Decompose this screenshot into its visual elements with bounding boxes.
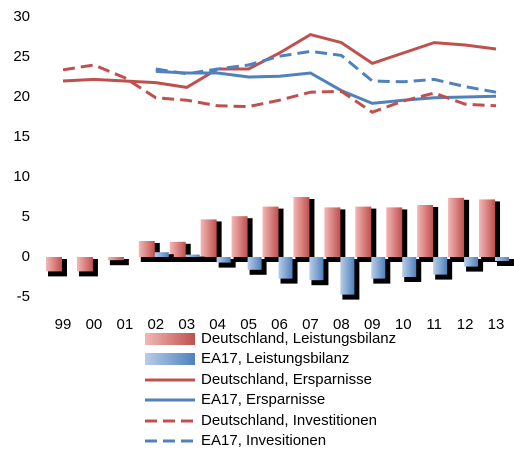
x-tick-label: 11: [426, 316, 442, 333]
bar-shadow: [109, 259, 129, 266]
legend-swatch: [145, 333, 195, 345]
bar: [247, 257, 262, 270]
bar: [46, 257, 62, 272]
bar: [216, 257, 231, 263]
x-tick-label: 09: [364, 316, 381, 333]
x-tick-label: 01: [117, 316, 134, 333]
y-tick-label: -5: [17, 288, 30, 305]
legend-label: EA17, Leistungsbilanz: [201, 350, 349, 367]
bar: [479, 199, 496, 257]
bar: [231, 216, 248, 257]
bar: [200, 219, 217, 257]
bar: [76, 257, 93, 272]
legend-label: Deutschland, Investitionen: [201, 412, 377, 429]
bar: [262, 206, 279, 257]
x-tick-label: 08: [333, 316, 350, 333]
legend-label: EA17, Invesitionen: [201, 432, 326, 449]
x-tick-label: 99: [55, 316, 72, 333]
bar: [154, 252, 169, 257]
x-tick-label: 13: [488, 316, 505, 333]
bar: [169, 241, 186, 257]
x-tick-label: 00: [86, 316, 103, 333]
y-tick-label: 20: [13, 88, 30, 105]
bar: [495, 257, 510, 261]
y-tick-label: 0: [22, 248, 30, 265]
line: [155, 49, 497, 94]
legend-label: Deutschland, Leistungsbilanz: [201, 330, 396, 347]
legend-label: EA17, Ersparnisse: [201, 391, 325, 408]
bar-shadow: [497, 259, 514, 266]
legend-label: Deutschland, Ersparnisse: [201, 371, 372, 388]
bar-shadow: [187, 256, 205, 262]
bar: [371, 257, 386, 279]
bar: [417, 205, 434, 257]
bar: [464, 257, 479, 267]
bar: [324, 207, 341, 257]
y-tick-label: 10: [13, 168, 30, 185]
x-tick-label: 02: [147, 316, 164, 333]
bar: [355, 206, 372, 257]
bar: [448, 197, 465, 257]
x-tick-label: 12: [457, 316, 474, 333]
bar: [293, 197, 310, 257]
bar: [386, 207, 403, 257]
x-tick-label: 04: [209, 316, 226, 333]
y-tick-label: 5: [22, 208, 30, 225]
x-tick-label: 10: [395, 316, 412, 333]
x-tick-label: 07: [302, 316, 319, 333]
bar: [340, 257, 355, 295]
legend-swatch: [145, 353, 195, 365]
x-tick-label: 06: [271, 316, 288, 333]
line: [62, 63, 497, 114]
bar: [309, 257, 324, 281]
bar: [278, 257, 293, 279]
bar: [402, 257, 417, 277]
bar: [433, 257, 448, 275]
line: [62, 32, 497, 89]
bar: [185, 254, 200, 257]
line: [155, 69, 497, 105]
bar-shadow: [156, 254, 174, 262]
bar: [107, 257, 124, 261]
x-tick-label: 05: [240, 316, 257, 333]
y-tick-label: 15: [13, 128, 30, 145]
y-tick-label: 30: [13, 8, 30, 25]
y-tick-label: 25: [13, 48, 30, 65]
x-tick-label: 03: [178, 316, 195, 333]
bar: [138, 241, 155, 257]
bar-shadow: [218, 259, 236, 268]
